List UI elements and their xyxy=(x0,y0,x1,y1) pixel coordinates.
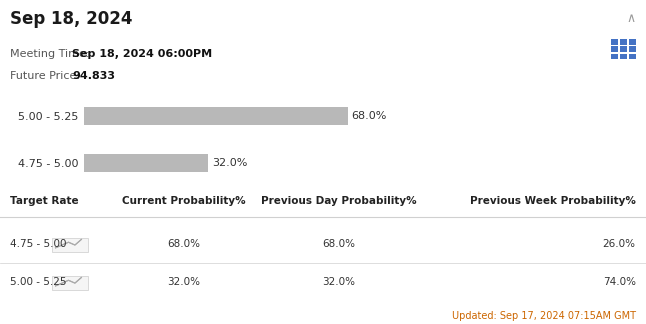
Text: 5.00 - 5.25: 5.00 - 5.25 xyxy=(10,277,67,287)
Bar xyxy=(84,107,348,125)
Bar xyxy=(610,46,618,52)
Text: Target Rate: Target Rate xyxy=(10,196,79,206)
Text: 32.0%: 32.0% xyxy=(322,277,356,287)
Bar xyxy=(620,39,627,45)
Text: Sep 18, 2024: Sep 18, 2024 xyxy=(10,10,133,28)
Bar xyxy=(629,46,636,52)
Text: 68.0%: 68.0% xyxy=(167,239,201,249)
Text: Previous Week Probability%: Previous Week Probability% xyxy=(470,196,636,206)
Text: Future Price:: Future Price: xyxy=(10,71,80,81)
Text: 68.0%: 68.0% xyxy=(322,239,356,249)
Text: ∧: ∧ xyxy=(627,13,636,26)
Bar xyxy=(620,53,627,59)
Bar xyxy=(610,53,618,59)
Text: 32.0%: 32.0% xyxy=(212,158,247,168)
Text: 74.0%: 74.0% xyxy=(603,277,636,287)
Text: Previous Day Probability%: Previous Day Probability% xyxy=(262,196,417,206)
Text: Meeting Time:: Meeting Time: xyxy=(10,49,90,59)
Text: 94.833: 94.833 xyxy=(72,71,116,81)
Text: Sep 18, 2024 06:00PM: Sep 18, 2024 06:00PM xyxy=(72,49,213,59)
Text: 4.75 - 5.00: 4.75 - 5.00 xyxy=(10,239,67,249)
Text: Current Probability%: Current Probability% xyxy=(122,196,246,206)
Bar xyxy=(84,154,208,172)
Text: 26.0%: 26.0% xyxy=(603,239,636,249)
Bar xyxy=(52,238,88,252)
Text: Updated: Sep 17, 2024 07:15AM GMT: Updated: Sep 17, 2024 07:15AM GMT xyxy=(452,310,636,320)
Text: 68.0%: 68.0% xyxy=(351,111,387,121)
Bar xyxy=(610,39,618,45)
Text: 32.0%: 32.0% xyxy=(167,277,201,287)
Bar xyxy=(629,39,636,45)
Bar xyxy=(629,53,636,59)
Bar xyxy=(52,276,88,290)
Bar xyxy=(620,46,627,52)
